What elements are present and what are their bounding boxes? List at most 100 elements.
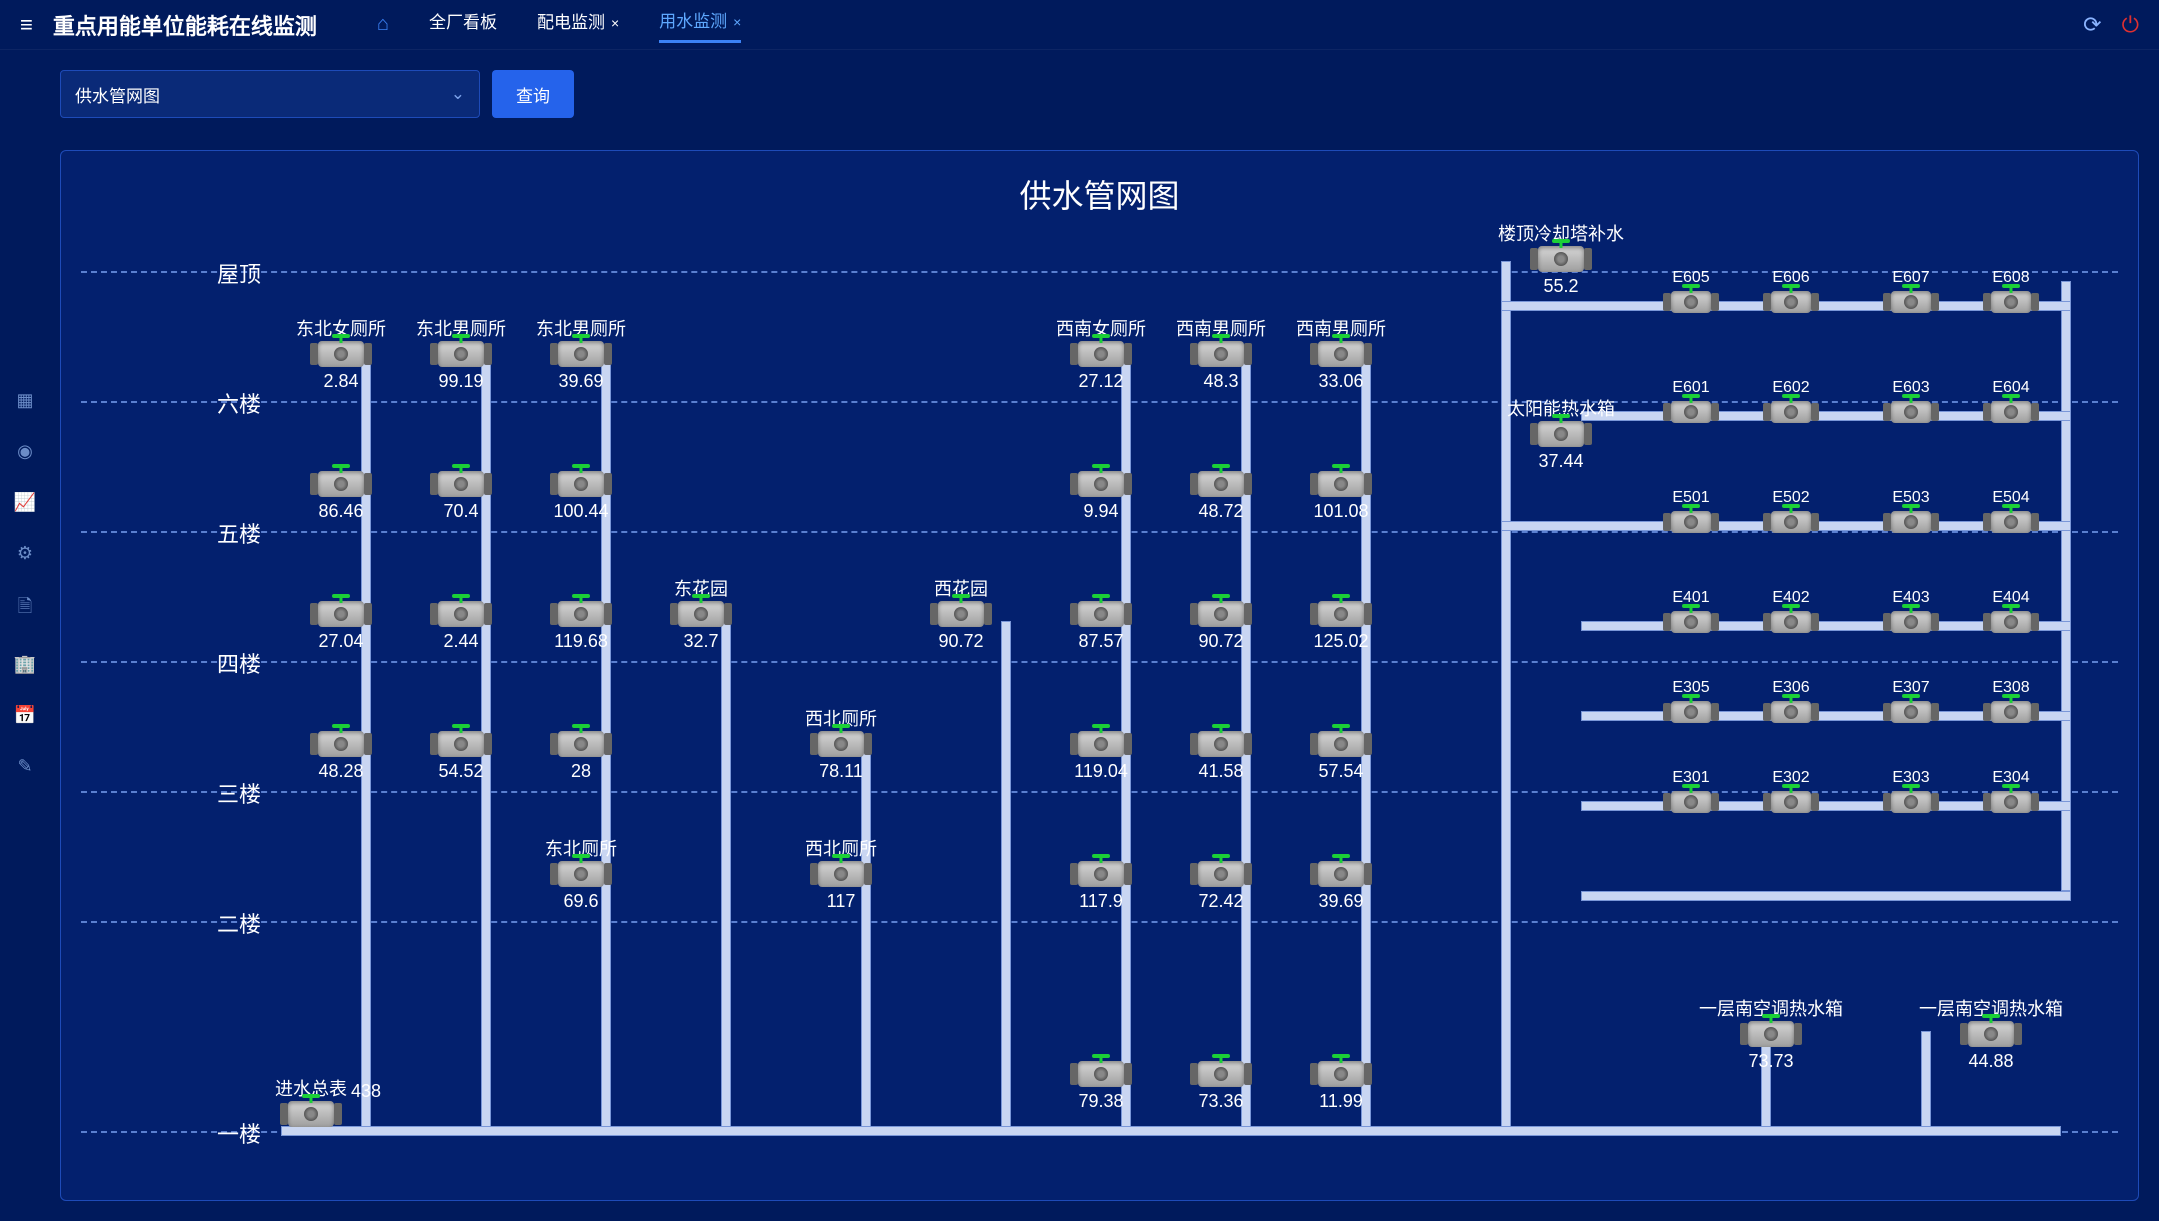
- valve-E404[interactable]: E404: [1981, 611, 2041, 633]
- close-icon[interactable]: ×: [611, 15, 619, 31]
- floor-line-4: 四楼: [81, 661, 2118, 663]
- valve-E307[interactable]: E307: [1881, 701, 1941, 723]
- home-icon[interactable]: ⌂: [377, 13, 389, 36]
- pipe: [861, 751, 871, 1131]
- valve-hvac-south-2[interactable]: 一层南空调热水箱44.88: [1961, 1021, 2021, 1072]
- valve-E602[interactable]: E602: [1761, 401, 1821, 423]
- valve[interactable]: 48.28: [311, 731, 371, 782]
- valve-ne-wc[interactable]: 东北厕所69.6: [551, 861, 611, 912]
- valve[interactable]: 9.94: [1071, 471, 1131, 522]
- valve[interactable]: 117.9: [1071, 861, 1131, 912]
- valve-E306[interactable]: E306: [1761, 701, 1821, 723]
- valve[interactable]: 100.44: [551, 471, 611, 522]
- valve-sw-f-wc[interactable]: 西南女厕所27.12: [1071, 341, 1131, 392]
- valve-E301[interactable]: E301: [1661, 791, 1721, 813]
- valve[interactable]: 27.04: [311, 601, 371, 652]
- valve[interactable]: 87.57: [1071, 601, 1131, 652]
- valve[interactable]: 72.42: [1191, 861, 1251, 912]
- valve-inlet-total[interactable]: 进水总表438: [281, 1101, 341, 1127]
- valve[interactable]: 28: [551, 731, 611, 782]
- tab-overview[interactable]: 全厂看板: [429, 8, 497, 41]
- valve-roof-cooling[interactable]: 楼顶冷却塔补水55.2: [1531, 246, 1591, 297]
- valve[interactable]: 125.02: [1311, 601, 1371, 652]
- valve-E308[interactable]: E308: [1981, 701, 2041, 723]
- valve[interactable]: 73.36: [1191, 1061, 1251, 1112]
- sidebar-item-building[interactable]: 🏢: [14, 654, 36, 675]
- valve-E607[interactable]: E607: [1881, 291, 1941, 313]
- diagram-title: 供水管网图: [61, 171, 2138, 217]
- pipe: [721, 621, 731, 1131]
- valve-hvac-south-1[interactable]: 一层南空调热水箱73.73: [1741, 1021, 1801, 1072]
- valve-E302[interactable]: E302: [1761, 791, 1821, 813]
- valve-E608[interactable]: E608: [1981, 291, 2041, 313]
- valve-E502[interactable]: E502: [1761, 511, 1821, 533]
- menu-icon[interactable]: ≡: [20, 12, 33, 38]
- valve[interactable]: 90.72: [1191, 601, 1251, 652]
- power-icon[interactable]: ⏻: [2122, 12, 2139, 38]
- valve-nw-wc-2[interactable]: 西北厕所117: [811, 861, 871, 912]
- valve-E501[interactable]: E501: [1661, 511, 1721, 533]
- pipe: [281, 1126, 2061, 1136]
- valve-E305[interactable]: E305: [1661, 701, 1721, 723]
- valve-E603[interactable]: E603: [1881, 401, 1941, 423]
- valve-east-garden[interactable]: 东花园32.7: [671, 601, 731, 652]
- valve-sw-m-wc2[interactable]: 西南男厕所33.06: [1311, 341, 1371, 392]
- sidebar-item-chart[interactable]: 📈: [14, 492, 36, 513]
- valve[interactable]: 41.58: [1191, 731, 1251, 782]
- valve[interactable]: 54.52: [431, 731, 491, 782]
- toolbar: 供水管网图 ⌄ 查询: [60, 70, 574, 118]
- valve[interactable]: 2.44: [431, 601, 491, 652]
- valve[interactable]: 119.68: [551, 601, 611, 652]
- pipe: [1581, 891, 2071, 901]
- valve-west-garden[interactable]: 西花园90.72: [931, 601, 991, 652]
- valve-nw-wc-1[interactable]: 西北厕所78.11: [811, 731, 871, 782]
- valve-E605[interactable]: E605: [1661, 291, 1721, 313]
- tab-power[interactable]: 配电监测×: [537, 8, 619, 41]
- floor-line-2: 二楼: [81, 921, 2118, 923]
- valve-sw-m-wc1[interactable]: 西南男厕所48.3: [1191, 341, 1251, 392]
- chevron-down-icon: ⌄: [451, 84, 465, 104]
- valve-E504[interactable]: E504: [1981, 511, 2041, 533]
- header: ≡ 重点用能单位能耗在线监测 ⌂ 全厂看板 配电监测× 用水监测× ⟳ ⏻: [0, 0, 2159, 50]
- valve-ne-f-wc[interactable]: 东北女厕所2.84: [311, 341, 371, 392]
- valve[interactable]: 57.54: [1311, 731, 1371, 782]
- pipe: [1921, 1031, 1931, 1131]
- diagram-select[interactable]: 供水管网图 ⌄: [60, 70, 480, 118]
- valve-E401[interactable]: E401: [1661, 611, 1721, 633]
- valve-E606[interactable]: E606: [1761, 291, 1821, 313]
- valve[interactable]: 79.38: [1071, 1061, 1131, 1112]
- valve[interactable]: 39.69: [1311, 861, 1371, 912]
- sidebar-item-gauge[interactable]: ◉: [17, 441, 33, 462]
- sidebar-item-edit[interactable]: ✎: [17, 756, 32, 777]
- pipe: [1001, 621, 1011, 1131]
- floor-line-roof: 屋顶: [81, 271, 2118, 273]
- valve-ne-m-wc2[interactable]: 东北男厕所39.69: [551, 341, 611, 392]
- valve-solar-tank[interactable]: 太阳能热水箱37.44: [1531, 421, 1591, 472]
- sidebar-item-calendar[interactable]: 📅: [14, 705, 36, 726]
- close-icon[interactable]: ×: [733, 14, 741, 30]
- valve[interactable]: 119.04: [1071, 731, 1131, 782]
- valve-E304[interactable]: E304: [1981, 791, 2041, 813]
- valve-ne-m-wc1[interactable]: 东北男厕所99.19: [431, 341, 491, 392]
- sidebar-item-doc[interactable]: 🗎: [18, 594, 32, 624]
- valve[interactable]: 11.99: [1311, 1061, 1371, 1112]
- valve[interactable]: 86.46: [311, 471, 371, 522]
- app-title: 重点用能单位能耗在线监测: [53, 9, 317, 41]
- tab-water[interactable]: 用水监测×: [659, 7, 741, 43]
- valve-E503[interactable]: E503: [1881, 511, 1941, 533]
- valve-E402[interactable]: E402: [1761, 611, 1821, 633]
- sidebar: ▦ ◉ 📈 ⚙ 🗎 🏢 📅 ✎: [0, 50, 50, 1221]
- sidebar-item-settings[interactable]: ⚙: [17, 543, 33, 564]
- sidebar-item-dashboard[interactable]: ▦: [16, 390, 33, 411]
- refresh-icon[interactable]: ⟳: [2083, 12, 2101, 38]
- valve-E303[interactable]: E303: [1881, 791, 1941, 813]
- valve[interactable]: 70.4: [431, 471, 491, 522]
- valve[interactable]: 48.72: [1191, 471, 1251, 522]
- valve[interactable]: 101.08: [1311, 471, 1371, 522]
- valve-E403[interactable]: E403: [1881, 611, 1941, 633]
- diagram-canvas: 供水管网图 屋顶 六楼 五楼 四楼 三楼 二楼 一楼 东北女厕所2.84 东北男…: [60, 150, 2139, 1201]
- valve-E604[interactable]: E604: [1981, 401, 2041, 423]
- query-button[interactable]: 查询: [492, 70, 574, 118]
- pipe: [1501, 261, 1511, 1131]
- valve-E601[interactable]: E601: [1661, 401, 1721, 423]
